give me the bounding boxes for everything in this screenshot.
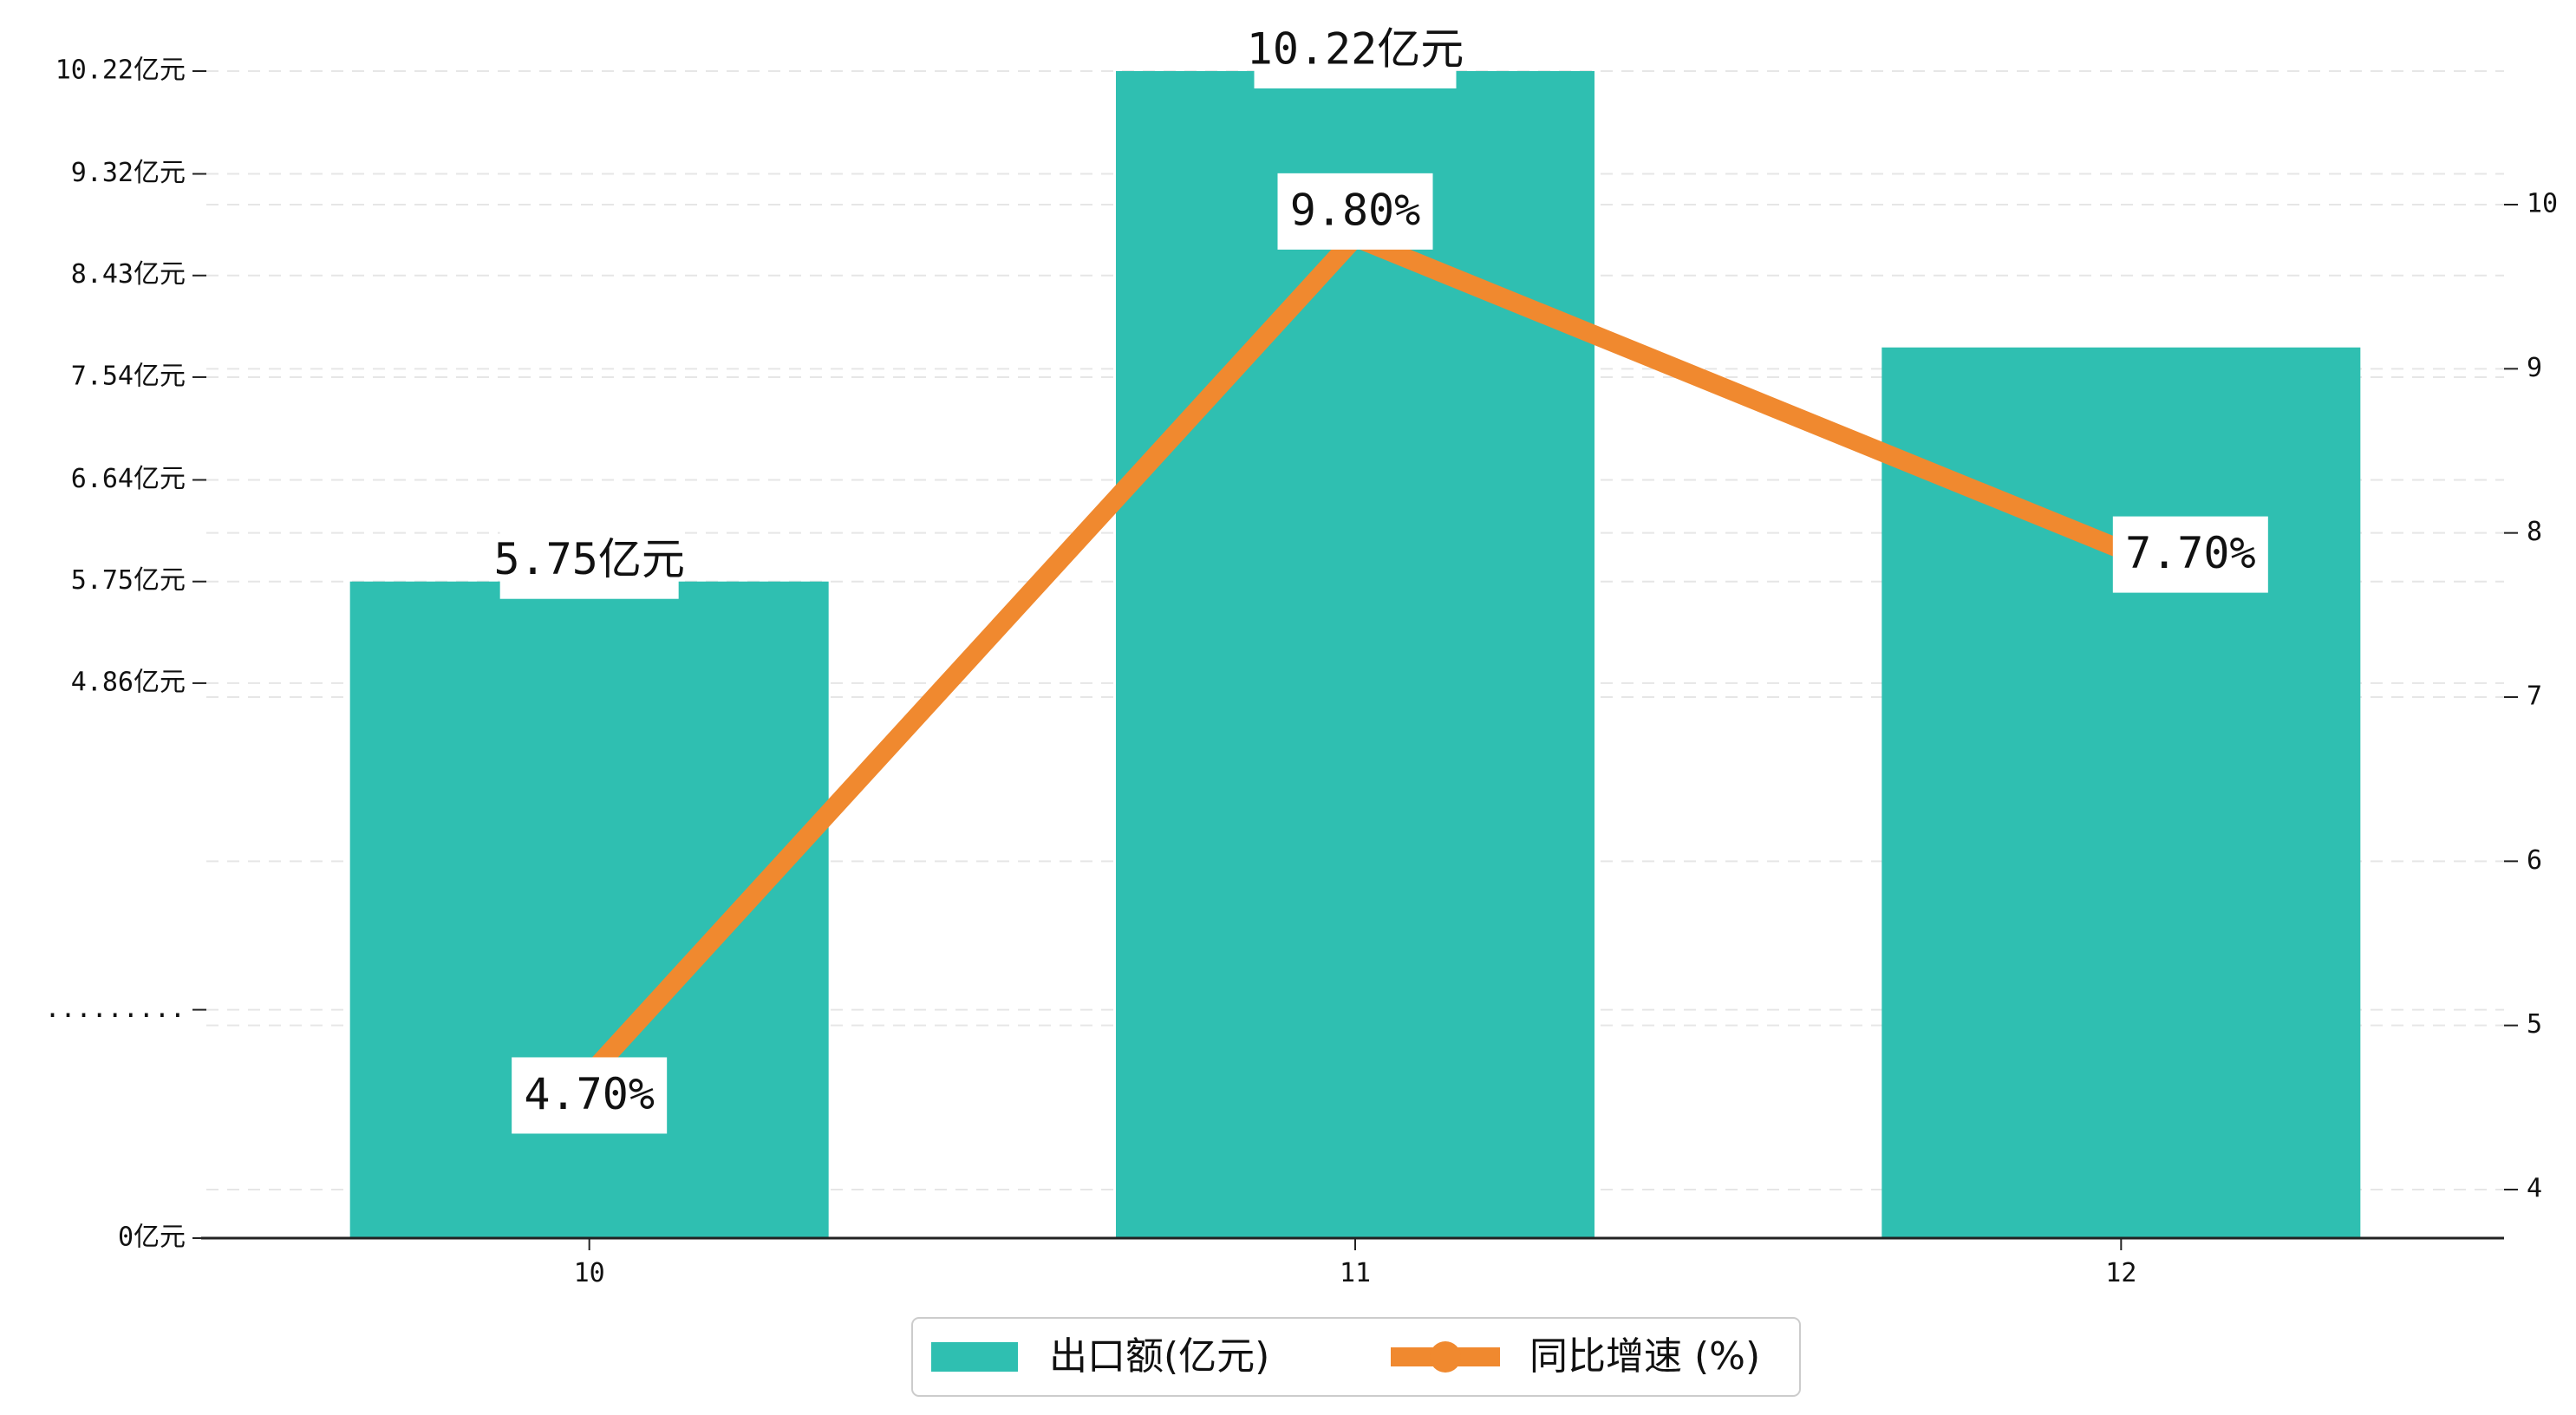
- y-left-tick-label: .........: [44, 994, 186, 1024]
- y-left-tick-label: 4.86亿元: [71, 667, 186, 697]
- y-left-tick-label: 5.75亿元: [71, 565, 186, 596]
- bar: [349, 581, 829, 1238]
- bar-value-label-box: [499, 522, 679, 599]
- legend: 出口额(亿元) 同比增速 (%): [911, 1317, 1801, 1397]
- y-left-tick-label: 6.64亿元: [71, 464, 186, 494]
- x-tick-label: 12: [2105, 1258, 2136, 1288]
- legend-box: 出口额(亿元) 同比增速 (%): [911, 1317, 1801, 1397]
- y-left-tick-label: 7.54亿元: [71, 361, 186, 391]
- line-value-label-box: [2112, 516, 2268, 593]
- y-right-tick-label: 9: [2527, 353, 2542, 383]
- y-left-tick-label: 0亿元: [118, 1223, 186, 1253]
- y-right-tick-label: 5: [2527, 1009, 2542, 1040]
- bar: [1116, 71, 1595, 1238]
- bar-value-label-box: [1254, 12, 1457, 88]
- x-tick-label: 10: [574, 1258, 605, 1288]
- line-value-label: 9.80%: [1290, 185, 1421, 235]
- bar-value-label: 10.22亿元: [1247, 24, 1464, 75]
- y-left-tick-label: 10.22亿元: [55, 55, 186, 86]
- line-value-label: 7.70%: [2125, 528, 2256, 578]
- bar-series: [349, 71, 2361, 1238]
- legend-swatch-marker: [1430, 1341, 1461, 1373]
- line-value-label-box: [512, 1057, 668, 1134]
- bar-value-label: 5.75亿元: [493, 534, 684, 584]
- legend-label-line: 同比增速 (%): [1529, 1334, 1760, 1379]
- y-right-tick-label: 7: [2527, 681, 2542, 712]
- line-value-label: 4.70%: [524, 1069, 655, 1119]
- y-right-tick-label: 6: [2527, 845, 2542, 876]
- legend-label-bar: 出口额(亿元): [1049, 1334, 1269, 1379]
- bar: [1881, 347, 2361, 1238]
- y-left-tick-label: 9.32亿元: [71, 158, 186, 188]
- legend-swatch-bar: [931, 1342, 1018, 1372]
- x-tick-label: 11: [1340, 1258, 1371, 1288]
- y-right-tick-label: 10: [2527, 189, 2558, 219]
- data-labels: 5.75亿元 10.22亿元 4.70% 9.80% 7.70%: [493, 12, 2268, 1134]
- legend-frame: [911, 1317, 1801, 1397]
- y-right-tick-label: 4: [2527, 1174, 2542, 1204]
- y-left-tick-label: 8.43亿元: [71, 259, 186, 290]
- y-right-tick-label: 8: [2527, 517, 2542, 547]
- line-value-label-box: [1277, 173, 1433, 250]
- axes: 0亿元......... 4.86亿元 5.75亿元 6.64亿元 7.54亿元 8.43…: [44, 55, 2558, 1289]
